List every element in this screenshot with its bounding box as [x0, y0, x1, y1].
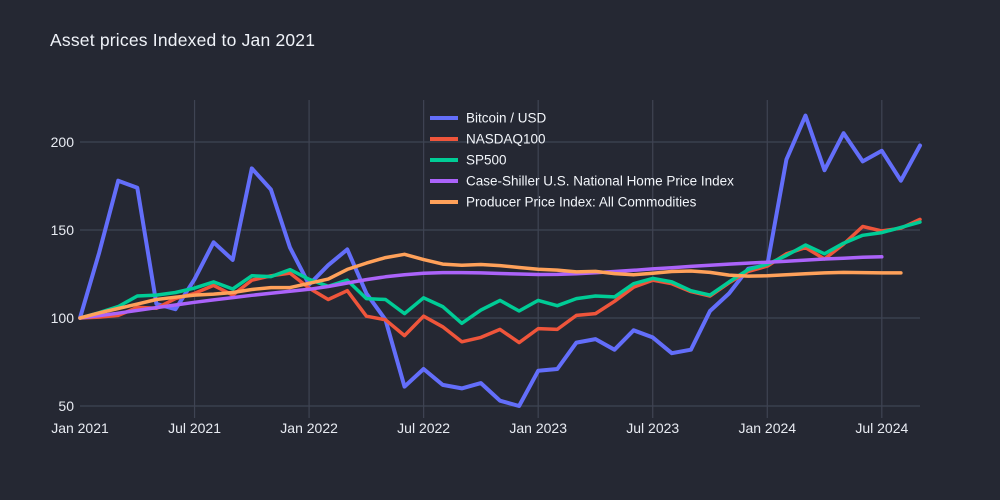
- x-tick-label: Jan 2023: [509, 420, 567, 436]
- legend-item-label: NASDAQ100: [466, 132, 546, 147]
- x-tick-label: Jul 2022: [397, 420, 450, 436]
- chart-title: Asset prices Indexed to Jan 2021: [50, 30, 316, 50]
- legend-item-label: Case-Shiller U.S. National Home Price In…: [466, 174, 734, 189]
- legend-item-label: Bitcoin / USD: [466, 111, 547, 126]
- x-tick-label: Jan 2022: [280, 420, 338, 436]
- legend-item-label: Producer Price Index: All Commodities: [466, 195, 697, 210]
- legend-item-label: SP500: [466, 153, 507, 168]
- legend-item-0[interactable]: Bitcoin / USD: [430, 111, 547, 126]
- series-line-2: [78, 220, 922, 326]
- series-line-0: [78, 113, 922, 408]
- x-tick-label: Jan 2024: [738, 420, 796, 436]
- y-tick-label: 50: [58, 398, 74, 414]
- y-tick-label: 100: [51, 310, 75, 326]
- x-tick-label: Jul 2021: [168, 420, 221, 436]
- legend-item-1[interactable]: NASDAQ100: [430, 132, 546, 147]
- legend-item-2[interactable]: SP500: [430, 153, 507, 168]
- x-tick-label: Jul 2024: [855, 420, 908, 436]
- series-line-3: [78, 255, 884, 320]
- x-tick-label: Jul 2023: [626, 420, 679, 436]
- y-tick-label: 150: [51, 222, 75, 238]
- series-line-4: [78, 252, 903, 320]
- legend-item-3[interactable]: Case-Shiller U.S. National Home Price In…: [430, 174, 734, 189]
- y-tick-label: 200: [51, 134, 75, 150]
- series-line-1: [78, 217, 922, 345]
- x-tick-label: Jan 2021: [51, 420, 109, 436]
- legend-item-4[interactable]: Producer Price Index: All Commodities: [430, 195, 697, 210]
